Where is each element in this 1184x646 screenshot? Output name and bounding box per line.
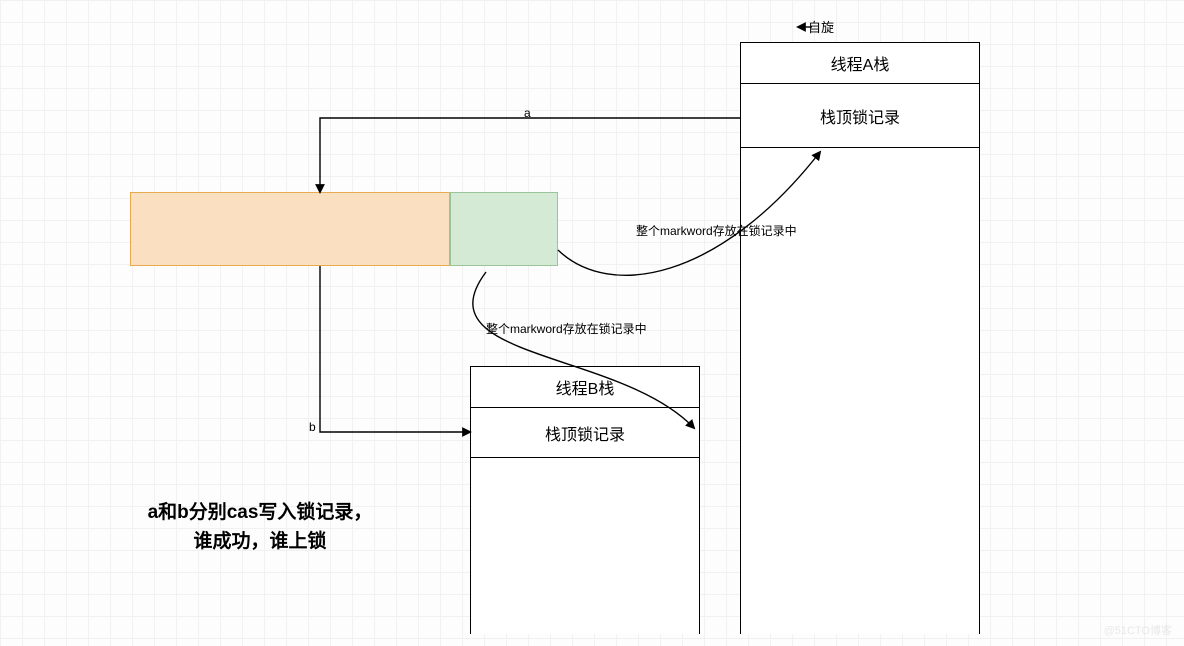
markword-note-b-text: 整个markword存放在锁记录中 — [486, 322, 647, 336]
a-label: a — [524, 106, 531, 120]
markword-green — [450, 192, 558, 266]
markword-note-a: 整个markword存放在锁记录中 — [636, 222, 836, 239]
markword-note-b: 整个markword存放在锁记录中 — [486, 320, 686, 337]
diagram-canvas: 线程A栈 栈顶锁记录 线程B栈 栈顶锁记录 自旋 a b 整个markword存… — [0, 0, 1184, 646]
caption-line2: 谁成功，谁上锁 — [95, 528, 425, 557]
thread-b-record-label: 栈顶锁记录 — [545, 421, 625, 445]
thread-a-body — [740, 148, 980, 634]
thread-a-header: 线程A栈 — [740, 42, 980, 84]
caption-line1: a和b分别cas写入锁记录， — [95, 499, 425, 528]
spin-text: 自旋 — [808, 20, 834, 35]
watermark-text: @51CTO博客 — [1104, 625, 1172, 637]
thread-b-header: 线程B栈 — [470, 366, 700, 408]
watermark: @51CTO博客 — [1104, 622, 1172, 638]
b-label: b — [309, 420, 316, 434]
spin-label: 自旋 — [808, 17, 834, 36]
thread-a-record: 栈顶锁记录 — [740, 84, 980, 148]
thread-b-body — [470, 458, 700, 634]
b-text: b — [309, 420, 316, 434]
thread-b-record: 栈顶锁记录 — [470, 408, 700, 458]
arrow-b — [320, 266, 470, 432]
markword-note-a-text: 整个markword存放在锁记录中 — [636, 224, 797, 238]
thread-b-header-label: 线程B栈 — [556, 375, 615, 399]
markword-orange — [130, 192, 450, 266]
thread-a-record-label: 栈顶锁记录 — [820, 104, 900, 128]
a-text: a — [524, 106, 531, 120]
arrow-a — [320, 118, 740, 192]
thread-a-header-label: 线程A栈 — [831, 51, 890, 75]
caption: a和b分别cas写入锁记录， 谁成功，谁上锁 — [95, 499, 425, 556]
